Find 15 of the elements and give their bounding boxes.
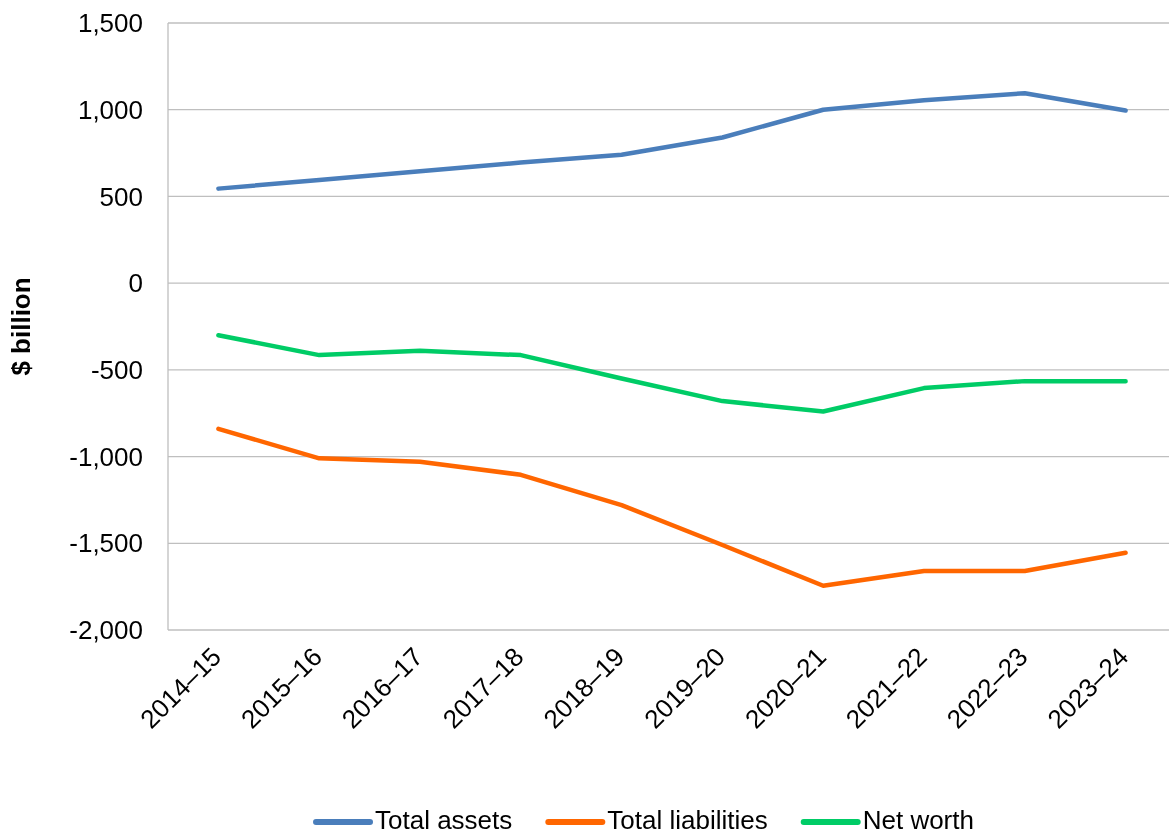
y-tick-label: -1,500 [69, 528, 143, 559]
y-tick-label: 500 [99, 181, 143, 212]
legend-label: Total assets [375, 805, 513, 834]
y-tick-label: 0 [128, 268, 143, 299]
y-tick-label: 1,500 [77, 8, 143, 39]
line-series [216, 332, 1128, 414]
legend-label: Total liabilities [607, 805, 768, 834]
line-series [216, 90, 1128, 191]
y-tick-label: -2,000 [69, 615, 143, 646]
legend-label: Net worth [862, 805, 974, 834]
line-series [216, 426, 1128, 589]
y-tick-label: 1,000 [77, 94, 143, 125]
y-tick-label: -500 [90, 354, 143, 385]
y-tick-label: -1,000 [69, 441, 143, 472]
y-axis-title: $ billion [6, 277, 37, 376]
